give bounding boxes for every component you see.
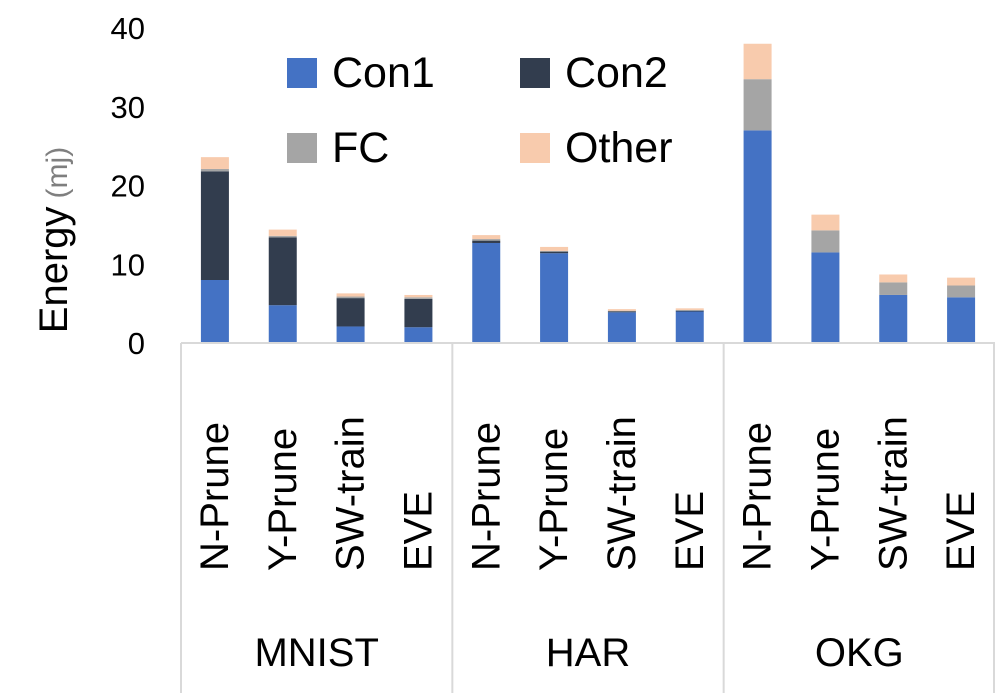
bar-segment-other [879,274,908,283]
bar-segment-other [811,214,840,231]
bar-segment-other [472,235,501,240]
bar-segment-fc [879,282,908,295]
bars [200,43,976,343]
bar-segment-other [607,309,636,311]
x-group-label: MNIST [254,631,378,675]
bar-segment-other [200,157,229,169]
x-tick-label: EVE [396,491,440,571]
legend-label: Con2 [565,49,668,97]
bar-segment-con1 [540,253,569,343]
bar-segment-fc [607,310,636,312]
bar-segment-con2 [675,310,704,312]
y-axis-label: Energy (mj) [32,147,76,333]
bar-segment-con1 [743,130,772,343]
bar-segment-fc [200,168,229,172]
y-axis-ticks: 0 10 20 30 40 [111,11,145,361]
x-tick-label: N-Prune [193,422,237,571]
legend-label: Other [565,124,673,172]
bar-segment-con2 [336,298,365,327]
y-tick-label: 40 [111,11,145,46]
bar-segment-con1 [404,327,433,343]
bar-segment-fc [336,296,365,299]
legend-label: FC [332,124,389,172]
x-tick-label: SW-train [329,416,373,571]
y-tick-label: 30 [111,90,145,125]
legend-swatch [287,133,317,163]
bar-segment-con1 [947,297,976,343]
legend-swatch [520,58,550,88]
bar-segment-con1 [472,242,501,343]
legend-label: Con1 [332,49,435,97]
x-tick-label: N-Prune [736,422,780,571]
bar-segment-fc [743,79,772,131]
x-tick-label: SW-train [871,416,915,571]
bar-segment-con2 [472,240,501,243]
bar-segment-fc [540,250,569,252]
bar-segment-other [675,308,704,310]
bar-segment-con1 [268,305,297,343]
bar-segment-con2 [404,298,433,328]
bar-segment-fc [268,235,297,238]
y-axis-unit: (mj) [41,147,74,199]
legend-swatch [520,133,550,163]
x-tick-label: Y-Prune [261,428,305,571]
bar-segment-fc [404,297,433,299]
bar-segment-con1 [336,326,365,343]
x-tick-label: EVE [668,491,712,571]
bar-segment-con1 [811,252,840,343]
bar-segment-con2 [607,311,636,313]
x-tick-label: SW-train [600,416,644,571]
bar-segment-other [947,277,976,286]
bar-segment-con1 [607,312,636,343]
bar-segment-con1 [879,294,908,343]
x-tick-label: Y-Prune [532,428,576,571]
x-tick-label: N-Prune [464,422,508,571]
bar-segment-other [268,229,297,236]
y-tick-label: 20 [111,169,145,204]
x-group-label: OKG [815,631,904,675]
bar-segment-con1 [200,280,229,343]
y-axis-label-text: Energy [32,206,76,333]
bar-segment-other [404,294,433,298]
bar-segment-other [540,246,569,251]
bar-segment-fc [472,239,501,241]
y-tick-label: 0 [128,326,145,361]
bar-segment-fc [811,230,840,253]
bar-segment-fc [675,309,704,311]
legend: Con1 Con2 FC Other [287,49,673,172]
bar-segment-con2 [540,251,569,254]
bar-segment-con2 [200,171,229,280]
legend-swatch [287,58,317,88]
bar-segment-con2 [268,237,297,306]
y-tick-label: 10 [111,247,145,282]
bar-segment-other [336,293,365,297]
x-tick-label: Y-Prune [803,428,847,571]
x-group-label: HAR [546,631,630,675]
bar-segment-other [743,43,772,80]
bar-segment-con1 [675,311,704,343]
x-axis: N-Prune Y-Prune SW-train EVE MNIST N-Prune Y-P… [180,342,995,693]
x-tick-label: EVE [939,491,983,571]
bar-segment-fc [947,285,976,298]
